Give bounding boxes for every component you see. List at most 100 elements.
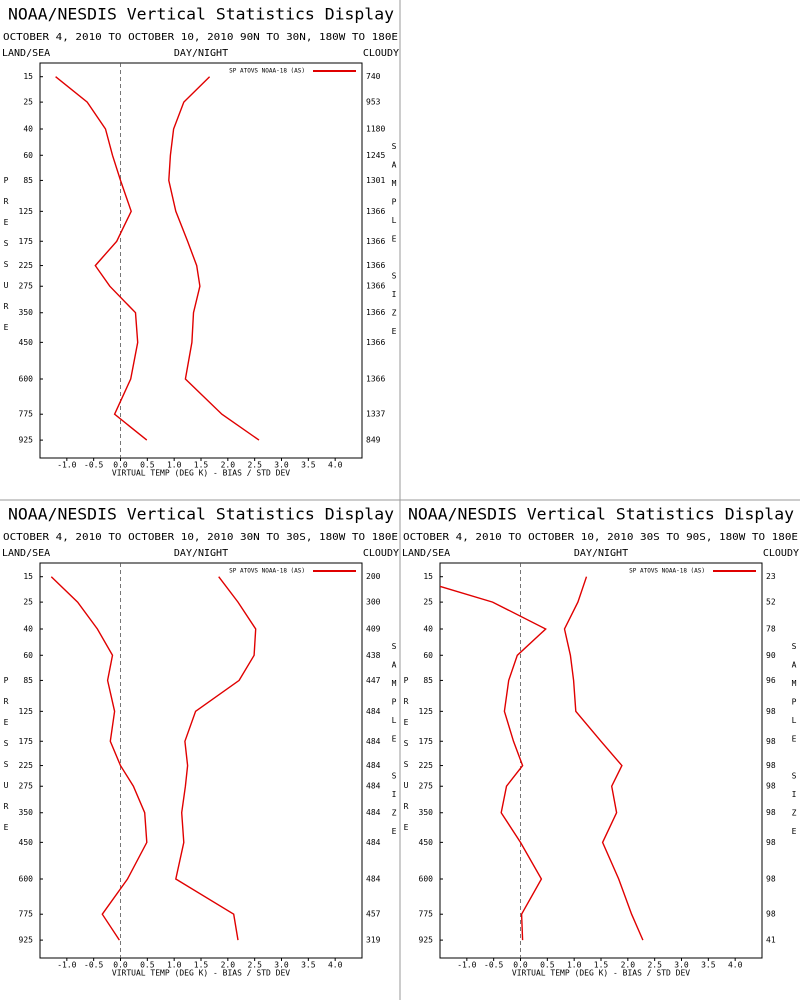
y-tick-label: 125 (19, 707, 34, 716)
y-tick-label: 600 (419, 874, 434, 883)
sample-size-label: 484 (366, 707, 381, 716)
corner-label: CLOUDY (363, 548, 399, 559)
chart-panel: NOAA/NESDIS Vertical Statistics Display O… (402, 505, 800, 978)
y-axis-label: PRESSURE (2, 676, 11, 844)
chart-panel: NOAA/NESDIS Vertical Statistics Display O… (2, 505, 400, 978)
y-tick-label: 15 (23, 72, 33, 81)
sample-size-label: 78 (766, 624, 776, 633)
std-dev-line (168, 76, 260, 441)
chart-subtitle: OCTOBER 4, 2010 TO OCTOBER 10, 2010 30S … (403, 532, 798, 543)
sample-size-label: 300 (366, 598, 381, 607)
y-tick-label: 600 (19, 374, 34, 383)
sample-size-label: 484 (366, 874, 381, 883)
chart-title: NOAA/NESDIS Vertical Statistics Display (8, 5, 394, 24)
y-tick-label: 600 (19, 874, 34, 883)
sample-size-label: 1301 (366, 176, 385, 185)
sample-size-label: 1180 (366, 124, 385, 133)
y-tick-label: 175 (19, 737, 34, 746)
x-axis-label: VIRTUAL TEMP (DEG K) - BIAS / STD DEV (512, 969, 690, 978)
y-tick-label: 125 (19, 207, 34, 216)
x-tick-label: 0.0 (113, 961, 128, 970)
x-tick-label: 0.5 (540, 961, 555, 970)
y-tick-label: 60 (423, 651, 433, 660)
y2-axis-label: SAMPLE SIZE (390, 642, 399, 846)
sample-size-label: 23 (766, 572, 776, 581)
y-tick-label: 60 (23, 651, 33, 660)
sample-size-label: 740 (366, 72, 381, 81)
x-tick-label: 4.0 (328, 461, 343, 470)
y-tick-label: 350 (19, 808, 34, 817)
x-tick-label: 2.0 (221, 961, 236, 970)
y-tick-label: 25 (423, 598, 433, 607)
y-tick-label: 450 (419, 838, 434, 847)
x-tick-label: 1.0 (567, 961, 582, 970)
x-tick-label: 2.0 (621, 961, 636, 970)
x-tick-label: 0.0 (113, 461, 128, 470)
y-tick-label: 125 (419, 707, 434, 716)
y-tick-label: 85 (23, 176, 33, 185)
sample-size-label: 41 (766, 936, 776, 945)
y-tick-label: 350 (19, 308, 34, 317)
std-dev-line (175, 576, 257, 941)
x-tick-label: 3.0 (274, 961, 289, 970)
sample-size-label: 447 (366, 676, 381, 685)
y-tick-label: 275 (19, 782, 34, 791)
chart-title: NOAA/NESDIS Vertical Statistics Display (8, 505, 394, 524)
sample-size-label: 1366 (366, 207, 385, 216)
x-tick-label: 4.0 (328, 961, 343, 970)
x-tick-label: -0.5 (484, 961, 503, 970)
sample-size-label: 1366 (366, 282, 385, 291)
sample-size-label: 484 (366, 838, 381, 847)
sample-size-label: 98 (766, 874, 776, 883)
x-tick-label: 1.0 (167, 461, 182, 470)
corner-label: LAND/SEA (2, 548, 50, 559)
x-tick-label: 3.0 (674, 961, 689, 970)
sample-size-label: 1366 (366, 338, 385, 347)
plot-frame (39, 562, 363, 959)
y-tick-label: 450 (19, 838, 34, 847)
sample-size-label: 319 (366, 936, 381, 945)
sample-size-label: 1366 (366, 374, 385, 383)
x-tick-label: 0.5 (140, 461, 155, 470)
x-tick-label: 1.5 (194, 461, 209, 470)
y-axis-label: PRESSURE (2, 176, 11, 344)
y-tick-label: 225 (19, 261, 34, 270)
sample-size-label: 98 (766, 910, 776, 919)
sample-size-label: 98 (766, 838, 776, 847)
legend-label: SP ATOVS NOAA-18 (AS) (229, 68, 305, 75)
x-axis-label: VIRTUAL TEMP (DEG K) - BIAS / STD DEV (112, 469, 290, 478)
chart-title: NOAA/NESDIS Vertical Statistics Display (408, 505, 794, 524)
y-tick-label: 925 (19, 436, 34, 445)
sample-size-label: 96 (766, 676, 776, 685)
y-tick-label: 25 (23, 98, 33, 107)
x-tick-label: 1.0 (167, 961, 182, 970)
y-tick-label: 85 (423, 676, 433, 685)
y-tick-label: 775 (19, 910, 34, 919)
sample-size-label: 1337 (366, 410, 385, 419)
y-tick-label: 775 (19, 410, 34, 419)
x-tick-label: 0.0 (513, 961, 528, 970)
std-dev-line (563, 576, 644, 941)
x-tick-label: -0.5 (84, 461, 103, 470)
sample-size-label: 849 (366, 436, 381, 445)
x-tick-label: 3.5 (301, 461, 316, 470)
y-tick-label: 175 (19, 237, 34, 246)
x-tick-label: 2.0 (221, 461, 236, 470)
chart-panel: NOAA/NESDIS Vertical Statistics Display O… (2, 5, 400, 478)
x-tick-label: 2.5 (247, 461, 262, 470)
y-axis-label: PRESSURE (402, 676, 411, 844)
corner-label: LAND/SEA (402, 548, 450, 559)
sample-size-label: 457 (366, 910, 381, 919)
corner-label: CLOUDY (363, 48, 399, 59)
sample-size-label: 484 (366, 782, 381, 791)
sample-size-label: 484 (366, 808, 381, 817)
x-tick-label: 2.5 (247, 961, 262, 970)
x-tick-label: 1.5 (594, 961, 609, 970)
y-tick-label: 275 (419, 782, 434, 791)
corner-label: DAY/NIGHT (174, 548, 228, 559)
sample-size-label: 953 (366, 98, 381, 107)
y-tick-label: 40 (23, 124, 33, 133)
sample-size-label: 90 (766, 651, 776, 660)
corner-label: DAY/NIGHT (574, 548, 628, 559)
corner-label: LAND/SEA (2, 48, 50, 59)
